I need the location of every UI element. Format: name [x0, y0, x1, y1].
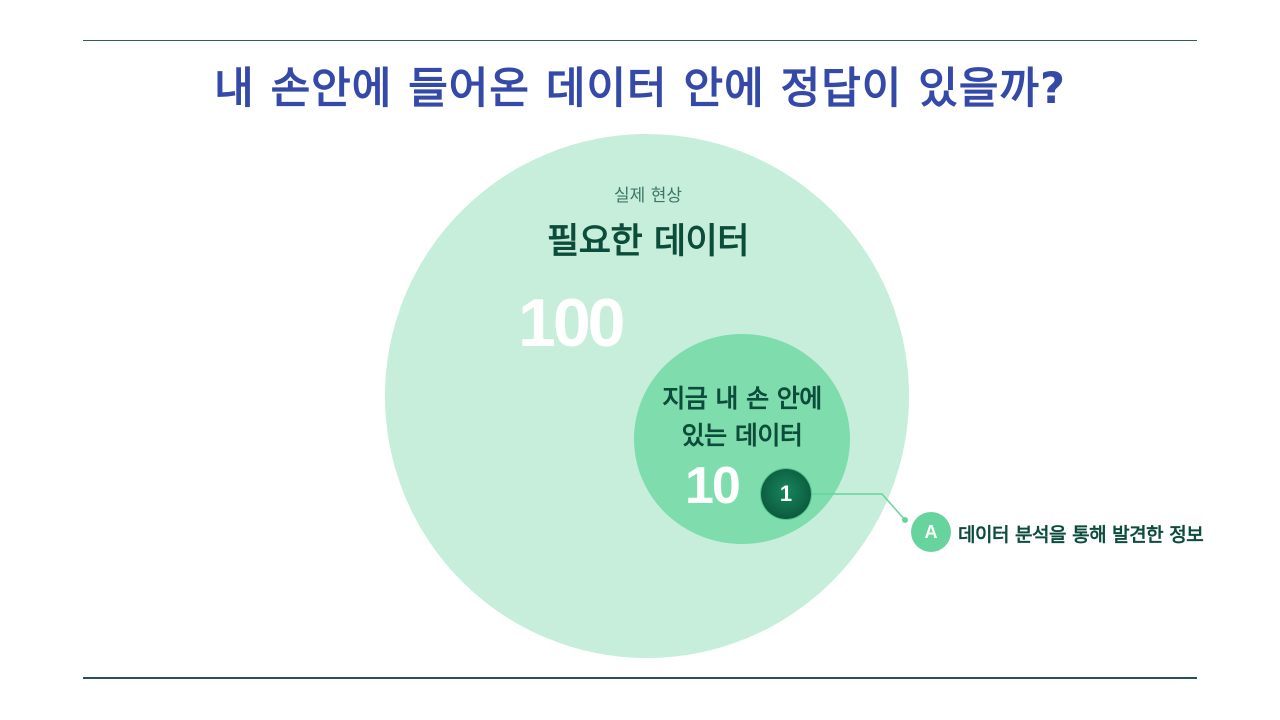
bottom-divider — [83, 677, 1197, 679]
legend-marker: A — [911, 512, 951, 552]
page-title: 내 손안에 들어온 데이터 안에 정답이 있을까? — [214, 64, 1066, 114]
connector-end-dot — [902, 517, 908, 523]
connector-path — [811, 493, 906, 521]
inner-set-value: 10 — [685, 457, 741, 515]
inner-set-label-line2: 있는 데이터 — [681, 421, 803, 450]
inner-set-label: 지금 내 손 안에 있는 데이터 — [634, 380, 850, 454]
outer-set-caption: 실제 현상 — [614, 186, 682, 206]
outer-set-heading: 필요한 데이터 — [547, 222, 749, 262]
legend-text: 데이터 분석을 통해 발견한 정보 — [958, 524, 1204, 546]
inner-set-label-line1: 지금 내 손 안에 — [662, 384, 822, 413]
inner-set-circle — [634, 334, 850, 544]
insight-marker: 1 — [761, 469, 811, 519]
outer-set-value: 100 — [518, 285, 625, 361]
top-divider — [83, 40, 1197, 41]
